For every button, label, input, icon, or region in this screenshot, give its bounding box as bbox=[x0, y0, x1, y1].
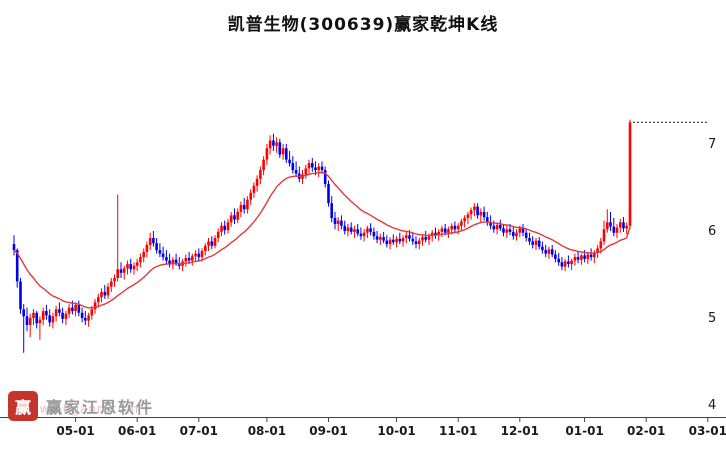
chart-title: 凯普生物(300639)赢家乾坤K线 bbox=[227, 15, 499, 35]
watermark-url: www.60gann.com bbox=[18, 402, 140, 416]
svg-text:01-01: 01-01 bbox=[565, 424, 603, 438]
svg-text:5: 5 bbox=[708, 311, 716, 326]
brand-name: 赢家江恩软件 bbox=[46, 398, 155, 417]
svg-text:09-01: 09-01 bbox=[309, 424, 347, 438]
svg-text:4: 4 bbox=[708, 398, 716, 413]
svg-text:05-01: 05-01 bbox=[56, 424, 94, 438]
svg-text:10-01: 10-01 bbox=[377, 424, 415, 438]
svg-text:07-01: 07-01 bbox=[180, 424, 218, 438]
brand-logo-icon: 赢 bbox=[8, 391, 38, 421]
svg-text:12-01: 12-01 bbox=[501, 424, 539, 438]
svg-text:08-01: 08-01 bbox=[248, 424, 286, 438]
svg-text:02-01: 02-01 bbox=[627, 424, 665, 438]
svg-text:06-01: 06-01 bbox=[118, 424, 156, 438]
svg-text:6: 6 bbox=[708, 224, 716, 239]
svg-text:03-01: 03-01 bbox=[689, 424, 726, 438]
svg-text:11-01: 11-01 bbox=[439, 424, 477, 438]
svg-text:7: 7 bbox=[708, 137, 716, 152]
watermark: 赢 赢家江恩软件 bbox=[8, 386, 154, 426]
